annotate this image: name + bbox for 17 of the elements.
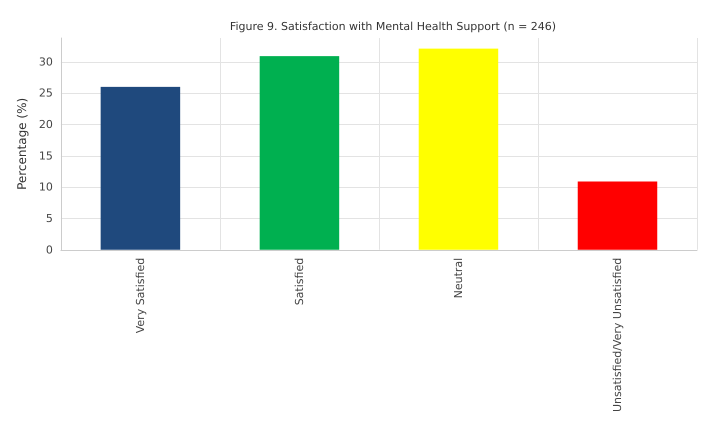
- x-tick-label: Neutral: [452, 258, 465, 298]
- y-tick-label: 5: [46, 212, 53, 225]
- x-tick-label: Unsatisfied/Very Unsatisfied: [610, 258, 624, 412]
- bar: [260, 56, 340, 250]
- y-axis-title: Percentage (%): [15, 98, 29, 190]
- y-tick-label: 10: [38, 180, 53, 194]
- x-tick-label: Very Satisfied: [134, 258, 147, 334]
- bar: [418, 48, 498, 250]
- y-tick-label: 30: [38, 55, 53, 68]
- y-tick-label: 15: [38, 149, 53, 162]
- y-tick-label: 20: [38, 118, 53, 131]
- chart-title: Figure 9. Satisfaction with Mental Health Support (n = 246): [230, 20, 556, 33]
- bar: [100, 86, 180, 250]
- y-tick-label: 0: [46, 243, 53, 256]
- y-tick-label: 25: [38, 86, 53, 100]
- bar: [578, 181, 658, 250]
- x-tick-label: Satisfied: [292, 258, 306, 306]
